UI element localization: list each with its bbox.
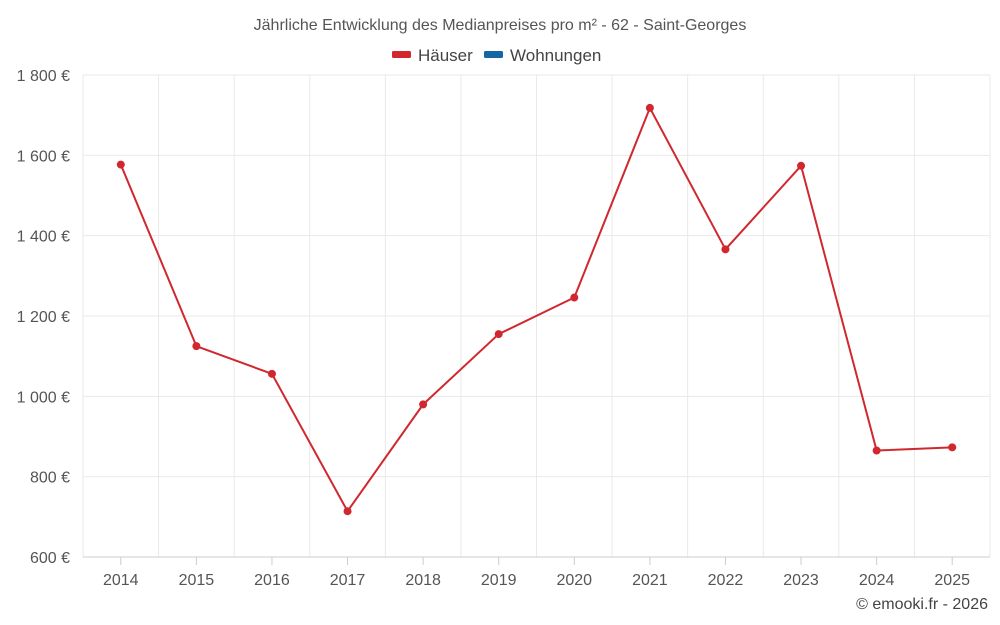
- data-point[interactable]: [797, 161, 806, 170]
- x-tick-label: 2015: [179, 572, 215, 589]
- data-point[interactable]: [721, 245, 730, 254]
- data-point[interactable]: [645, 103, 654, 112]
- x-axis: 2014 2015 2016 2017 2018 2019 2020 2021 2022 2023…: [83, 556, 990, 589]
- data-point[interactable]: [419, 400, 428, 409]
- x-tick-label: 2016: [254, 572, 290, 589]
- legend-label: Häuser: [418, 46, 473, 65]
- x-tick-label: 2018: [405, 572, 441, 589]
- y-tick-label: 1 000 €: [17, 389, 70, 406]
- chart-title: Jährliche Entwicklung des Medianpreises …: [254, 17, 747, 34]
- series-layer: [116, 103, 957, 516]
- y-tick-label: 1 200 €: [17, 309, 70, 326]
- credit-text: © emooki.fr - 2026: [856, 596, 988, 613]
- data-point[interactable]: [192, 342, 201, 351]
- y-tick-label: 1 600 €: [17, 148, 70, 165]
- x-tick-label: 2024: [859, 572, 895, 589]
- x-tick-label: 2023: [783, 572, 819, 589]
- data-point[interactable]: [948, 443, 957, 452]
- x-tick-label: 2020: [556, 572, 592, 589]
- x-tick-label: 2025: [934, 572, 970, 589]
- legend-item[interactable]: Wohnungen: [484, 46, 601, 65]
- y-tick-label: 800 €: [30, 470, 70, 487]
- x-tick-label: 2017: [330, 572, 366, 589]
- legend: Häuser Wohnungen: [392, 46, 601, 65]
- legend-label: Wohnungen: [510, 46, 601, 65]
- data-point[interactable]: [872, 446, 881, 455]
- data-point[interactable]: [570, 293, 579, 302]
- data-point[interactable]: [267, 369, 276, 378]
- y-tick-label: 1 400 €: [17, 229, 70, 246]
- legend-swatch: [392, 51, 411, 58]
- x-tick-label: 2021: [632, 572, 668, 589]
- y-axis: 600 € 800 € 1 000 € 1 200 € 1 400 € 1 600 € 1 …: [17, 68, 70, 567]
- x-tick-label: 2022: [708, 572, 744, 589]
- y-tick-label: 600 €: [30, 550, 70, 567]
- data-point[interactable]: [116, 160, 125, 169]
- data-point[interactable]: [343, 507, 352, 516]
- legend-item[interactable]: Häuser: [392, 46, 473, 65]
- x-tick-label: 2014: [103, 572, 139, 589]
- data-point[interactable]: [494, 330, 503, 339]
- series-line: [119, 106, 953, 513]
- legend-swatch: [484, 51, 503, 58]
- y-tick-label: 1 800 €: [17, 68, 70, 85]
- x-tick-label: 2019: [481, 572, 517, 589]
